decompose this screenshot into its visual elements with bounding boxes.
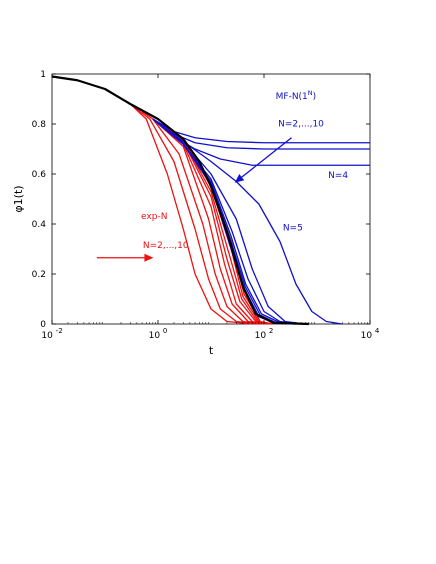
y-tick-label-4: 0.8 [32, 120, 47, 130]
x-tick-label-3: 10 4 [361, 327, 380, 341]
x-axis-label: t [209, 344, 214, 357]
exp-label: exp-N [141, 212, 167, 222]
exp-range-label: N=2,...,10 [143, 241, 189, 251]
series-line-red-3 [141, 110, 262, 325]
red-arrow-head [144, 253, 154, 262]
mf-range-label: N=2,...,10 [278, 120, 324, 130]
y-tick-label-2: 0.4 [32, 220, 47, 230]
y-tick-label-5: 1 [40, 70, 46, 80]
arrows-group [96, 137, 292, 262]
y-tick-label-3: 0.6 [32, 170, 47, 180]
y-tick-label-0: 0 [40, 320, 46, 330]
curves-group [51, 75, 370, 326]
series-line-red-8 [152, 118, 272, 325]
y-axis-label: φ1(t) [12, 185, 25, 212]
ticks-group: 10 -2 10 0 10 2 10 400.20.40.60.81 [32, 70, 380, 341]
series-line-blue-15 [152, 118, 302, 325]
blue-arrow-head [234, 174, 245, 183]
n5-label: N=5 [283, 223, 303, 233]
n4-label: N=4 [328, 171, 348, 181]
series-line-red-1 [104, 88, 253, 325]
series-line-red-2 [129, 103, 259, 325]
x-tick-label-1: 10 0 [149, 327, 168, 341]
y-tick-label-1: 0.2 [32, 270, 46, 280]
series-line-red-7 [152, 118, 271, 325]
series-line-blue-13 [152, 118, 343, 325]
x-tick-label-2: 10 2 [255, 327, 274, 341]
plot-frame [51, 73, 371, 325]
blue-arrow-shaft [241, 137, 292, 178]
mf-label: MF-N(1N) [276, 89, 317, 102]
annotations-group: MF-N(1N) N=2,...,10 N=4 N=5 exp-N N=2,...,10 [141, 89, 348, 251]
series-line-black-0 [51, 75, 309, 326]
series-line-red-4 [152, 118, 265, 325]
